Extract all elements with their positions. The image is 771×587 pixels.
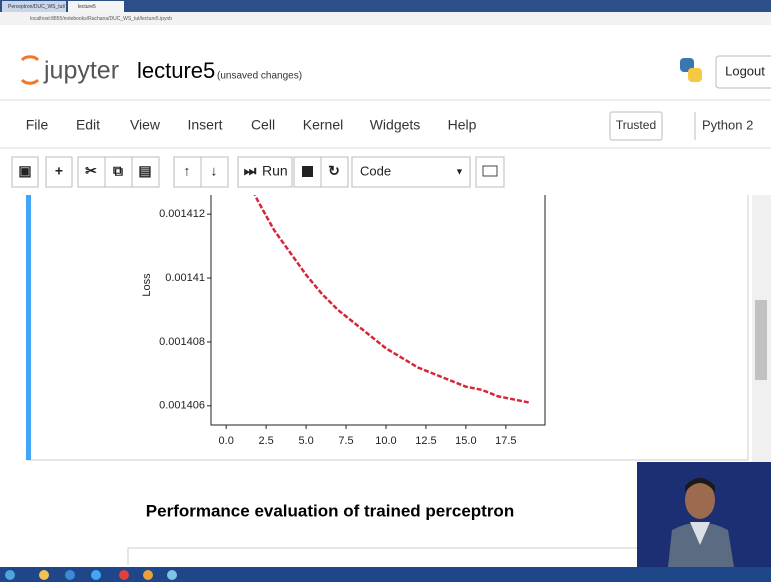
- cell-type: Code: [360, 163, 391, 178]
- page: Perceptron/DUC_WS_tut/ lecture5 localhos…: [0, 0, 771, 582]
- icon: [302, 166, 313, 177]
- tab-title: lecture5: [78, 4, 96, 10]
- save-status: (unsaved changes): [217, 71, 302, 82]
- x-tick-label: 2.5: [258, 435, 273, 447]
- menu-item[interactable]: Help: [448, 117, 477, 133]
- y-tick-label: 0.00141: [165, 272, 205, 284]
- menu-item[interactable]: View: [130, 117, 161, 133]
- x-tick-label: 12.5: [415, 435, 436, 447]
- y-tick-label: 0.001412: [159, 208, 205, 220]
- menu-item[interactable]: Edit: [76, 117, 100, 133]
- x-tick-label: 10.0: [375, 435, 396, 447]
- menu-item[interactable]: Widgets: [370, 117, 421, 133]
- plot-area: [211, 175, 545, 425]
- y-tick-label: 0.001408: [159, 336, 205, 348]
- menu-bar: File Edit View Insert Cell Kernel Widgets Help: [26, 117, 477, 133]
- notebook-name[interactable]: lecture5: [137, 58, 215, 83]
- x-tick-label: 15.0: [455, 435, 476, 447]
- run-label: Run: [262, 163, 288, 179]
- icon: +: [55, 163, 63, 179]
- menu-item[interactable]: Kernel: [303, 117, 343, 133]
- tab[interactable]: [68, 1, 124, 12]
- screen: Perceptron/DUC_WS_tut/ lecture5 localhos…: [0, 0, 771, 582]
- menu-item[interactable]: Cell: [251, 117, 275, 133]
- icon: ⧉: [113, 163, 123, 179]
- y-axis-label: Loss: [141, 273, 153, 297]
- menu-item[interactable]: Insert: [187, 117, 222, 133]
- icon: ↻: [328, 163, 340, 179]
- url[interactable]: localhost:8855/notebooks/Rachana/DUC_WS_…: [30, 16, 172, 22]
- icon: ▼: [455, 166, 464, 176]
- menu-item[interactable]: File: [26, 117, 49, 133]
- taskbar: [0, 567, 771, 582]
- keyboard-button[interactable]: [476, 157, 504, 187]
- logout-label: Logout: [725, 63, 765, 78]
- y-tick-label: 0.001406: [159, 400, 205, 412]
- icon: ⏭: [244, 163, 257, 179]
- icon: ▤: [138, 163, 151, 179]
- icon: ✂: [85, 163, 97, 179]
- markdown-heading: Performance evaluation of trained percep…: [146, 501, 514, 520]
- icon: ▣: [18, 163, 31, 179]
- icon: ↓: [211, 163, 218, 179]
- tab-title: Perceptron/DUC_WS_tut/: [8, 4, 66, 10]
- jupyter-logo[interactable]: jupyter: [43, 57, 119, 85]
- toolbar: ▣ + ✂ ⧉ ▤ ↑ ↓ ⏭ Run ↻ Code ▼: [12, 157, 504, 187]
- x-tick-label: 17.5: [495, 435, 516, 447]
- x-tick-label: 7.5: [338, 435, 353, 447]
- scrollbar-thumb[interactable]: [755, 300, 767, 380]
- kernel-name[interactable]: Python 2: [702, 117, 753, 132]
- icon: ↑: [184, 163, 191, 179]
- x-tick-label: 5.0: [298, 435, 313, 447]
- trusted-label: Trusted: [616, 118, 656, 132]
- webcam-overlay: [637, 462, 771, 567]
- cell-selection-bar: [26, 185, 31, 460]
- x-tick-label: 0.0: [219, 435, 234, 447]
